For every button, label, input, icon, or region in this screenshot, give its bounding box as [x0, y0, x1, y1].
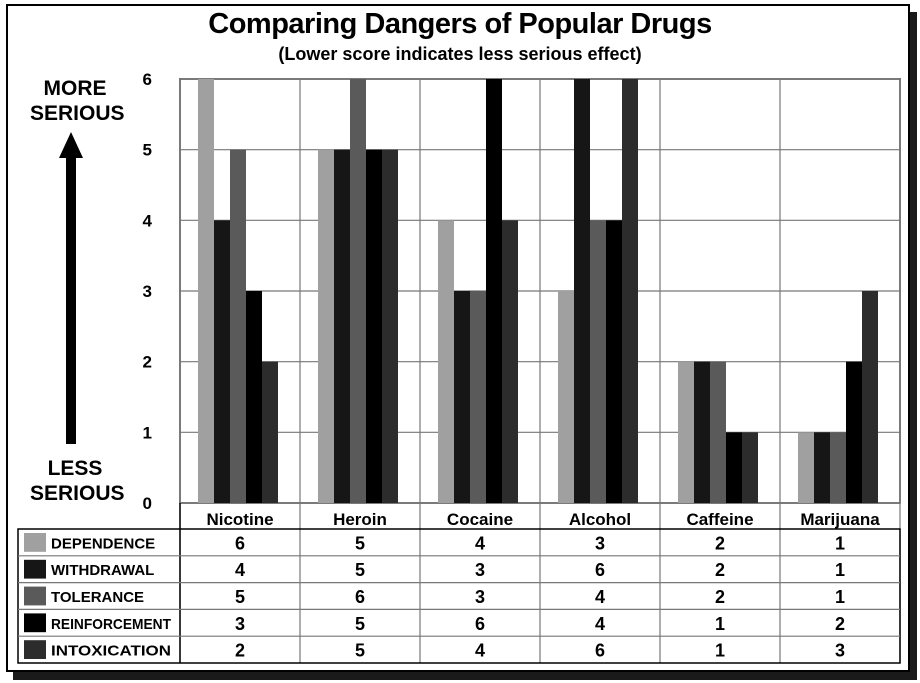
bar — [558, 291, 574, 503]
category-label: Nicotine — [206, 510, 273, 529]
table-value: 2 — [715, 560, 725, 580]
bar — [318, 149, 334, 503]
y-tick-label: 2 — [143, 353, 152, 372]
table-value: 3 — [475, 560, 485, 580]
bar — [814, 432, 830, 503]
table-value: 6 — [595, 560, 605, 580]
legend-swatch — [24, 586, 46, 606]
table-value: 5 — [355, 560, 365, 580]
bar — [486, 79, 502, 503]
bar — [350, 79, 366, 503]
y-tick-label: 1 — [143, 423, 152, 442]
table-value: 4 — [595, 614, 605, 634]
less-serious-line-2: SERIOUS — [30, 482, 125, 505]
table-value: 1 — [835, 533, 845, 553]
more-serious-line-2: SERIOUS — [30, 102, 125, 125]
y-tick-label: 5 — [143, 141, 152, 160]
table-value: 3 — [235, 614, 245, 634]
legend-swatch — [24, 613, 46, 633]
bar — [606, 220, 622, 504]
table-value: 4 — [595, 587, 605, 607]
table-value: 6 — [595, 641, 605, 661]
table-value: 1 — [715, 614, 725, 634]
table-value: 4 — [475, 533, 485, 553]
legend-swatch — [24, 559, 46, 579]
bar — [198, 79, 214, 503]
table-value: 1 — [835, 560, 845, 580]
table-value: 6 — [355, 587, 365, 607]
legend-label: DEPENDENCE — [51, 535, 155, 552]
more-serious-label: MORE SERIOUS — [30, 76, 125, 126]
bar — [862, 291, 878, 503]
bar — [678, 361, 694, 503]
data-table — [17, 528, 901, 664]
bar — [470, 291, 486, 503]
bar — [454, 291, 470, 503]
bar — [230, 149, 246, 503]
table-value: 1 — [835, 587, 845, 607]
legend-label: WITHDRAWAL — [51, 562, 154, 579]
table-value: 3 — [475, 587, 485, 607]
bar — [502, 220, 518, 504]
table-value: 5 — [355, 614, 365, 634]
table-value: 6 — [235, 533, 245, 553]
table-value: 2 — [235, 641, 245, 661]
less-serious-label: LESS SERIOUS — [30, 456, 125, 506]
y-tick-label: 6 — [143, 70, 152, 89]
more-serious-line-1: MORE — [43, 77, 107, 100]
bar — [366, 149, 382, 503]
bar — [742, 432, 758, 503]
bar — [574, 79, 590, 503]
table-value: 4 — [235, 560, 245, 580]
table-value: 3 — [595, 533, 605, 553]
y-tick-label: 3 — [143, 282, 152, 301]
category-label: Heroin — [333, 510, 387, 529]
bar — [726, 432, 742, 503]
table-value: 3 — [835, 641, 845, 661]
bar — [438, 220, 454, 504]
table-value: 6 — [475, 614, 485, 634]
legend-label: INTOXICATION — [51, 643, 171, 660]
less-serious-line-1: LESS — [47, 457, 103, 480]
category-label: Marijuana — [800, 510, 880, 529]
category-label: Caffeine — [686, 510, 753, 529]
table-value: 5 — [235, 587, 245, 607]
bar — [830, 432, 846, 503]
legend-swatch — [24, 640, 46, 659]
category-label: Cocaine — [447, 510, 513, 529]
category-label: Alcohol — [569, 510, 631, 529]
table-value: 1 — [715, 641, 725, 661]
table-value: 2 — [715, 587, 725, 607]
bar — [798, 432, 814, 503]
up-arrow-icon — [59, 132, 83, 444]
table-value: 5 — [355, 533, 365, 553]
bar — [710, 361, 726, 503]
bar — [694, 361, 710, 503]
bar — [382, 149, 398, 503]
bar — [590, 220, 606, 504]
table-value: 4 — [475, 641, 485, 661]
chart-title: Comparing Dangers of Popular Drugs — [208, 8, 712, 40]
bar — [262, 361, 278, 503]
table-value: 2 — [835, 614, 845, 634]
chart-subtitle: (Lower score indicates less serious effe… — [278, 44, 642, 64]
bar — [214, 220, 230, 504]
legend-swatch — [24, 533, 46, 552]
table-value: 5 — [355, 641, 365, 661]
bar — [846, 361, 862, 503]
bar — [334, 149, 350, 503]
table-value: 2 — [715, 533, 725, 553]
bar — [622, 79, 638, 503]
y-tick-label: 4 — [143, 211, 153, 230]
bar — [246, 291, 262, 503]
y-tick-label: 0 — [143, 494, 152, 513]
legend-label: REINFORCEMENT — [51, 616, 171, 633]
legend-label: TOLERANCE — [51, 589, 144, 606]
